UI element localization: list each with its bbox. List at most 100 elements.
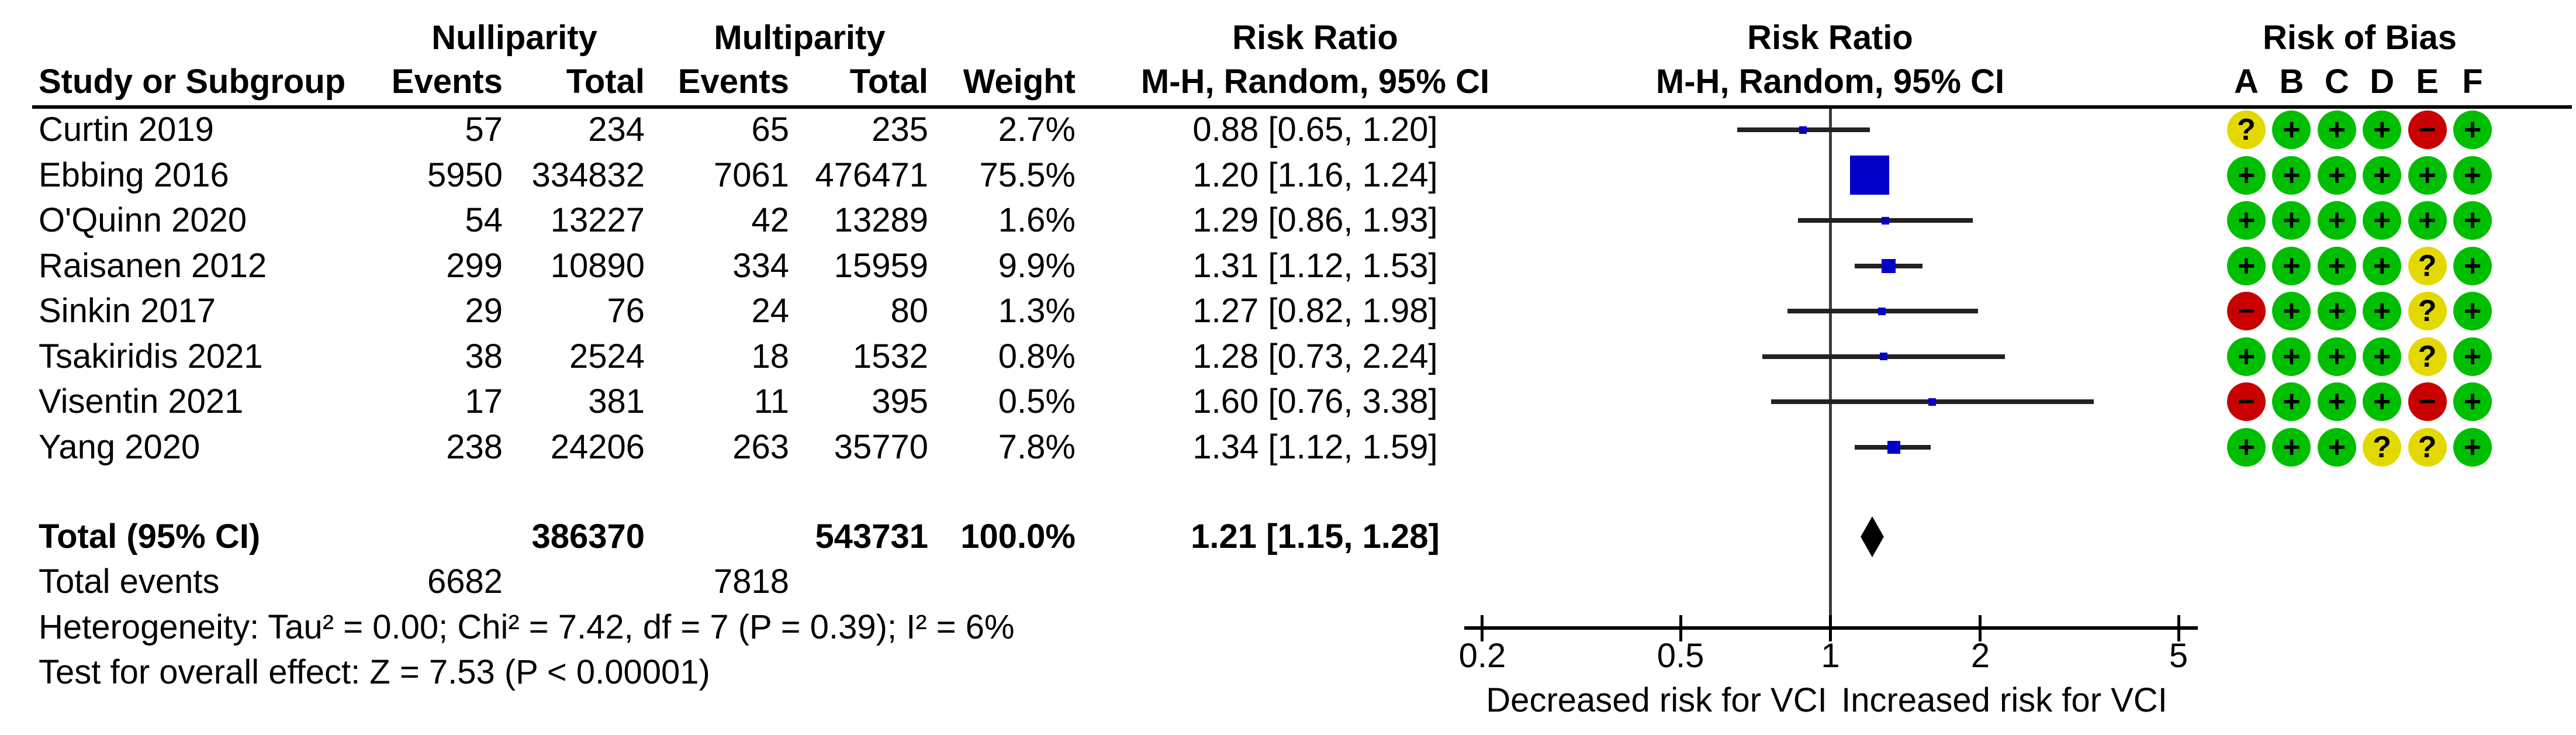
weight-value: 75.5% <box>979 156 1076 194</box>
x-axis-tick-label: 5 <box>2169 637 2188 675</box>
rob-low-risk-icon: + <box>2408 201 2447 240</box>
events2-value: 42 <box>751 201 789 239</box>
rob-low-risk-icon: + <box>2317 201 2356 240</box>
rob-low-risk-icon: + <box>2272 201 2311 240</box>
weight-value: 2.7% <box>998 111 1076 149</box>
rob-letter-header: A <box>2234 63 2259 101</box>
effect-square <box>1880 353 1888 360</box>
total1-sum: 386370 <box>531 517 645 555</box>
rob-low-risk-icon: + <box>2363 156 2402 195</box>
rob-low-risk-icon: + <box>2453 201 2492 240</box>
effect-square <box>1882 216 1890 225</box>
events1-column-header: Events <box>391 63 503 101</box>
total2-value: 80 <box>890 292 928 330</box>
effect-square <box>1878 307 1886 315</box>
total1-value: 334832 <box>531 156 645 194</box>
rob-low-risk-icon: + <box>2363 111 2402 149</box>
effect-square <box>1887 440 1900 454</box>
rr-ci-value: 1.28 [0.73, 2.24] <box>1192 337 1438 375</box>
group2-header: Multiparity <box>714 19 886 57</box>
rr-ci-value: 1.60 [0.76, 3.38] <box>1192 382 1438 420</box>
events1-value: 38 <box>465 337 503 375</box>
table-row: Visentin 2021 17 381 11 395 0.5% 1.60 [0… <box>0 380 2576 423</box>
rob-low-risk-icon: + <box>2453 156 2492 195</box>
x-axis-tick-label: 0.5 <box>1657 637 1704 675</box>
rob-high-risk-icon: − <box>2227 292 2266 330</box>
rob-low-risk-icon: + <box>2317 382 2356 421</box>
total-label: Total (95% CI) <box>39 517 261 555</box>
overall-effect-text: Test for overall effect: Z = 7.53 (P < 0… <box>39 653 710 691</box>
total-events-label: Total events <box>39 563 220 601</box>
table-row: Sinkin 2017 29 76 24 80 1.3% 1.27 [0.82,… <box>0 289 2576 333</box>
rob-low-risk-icon: + <box>2453 292 2492 330</box>
table-row: Raisanen 2012 299 10890 334 15959 9.9% 1… <box>0 244 2576 288</box>
table-row: O'Quinn 2020 54 13227 42 13289 1.6% 1.29… <box>0 199 2576 242</box>
rob-low-risk-icon: + <box>2317 156 2356 195</box>
study-label: Curtin 2019 <box>39 111 214 149</box>
rob-low-risk-icon: + <box>2227 427 2266 467</box>
rob-unclear-risk-icon: ? <box>2408 246 2447 285</box>
rob-unclear-risk-icon: ? <box>2408 337 2447 376</box>
events2-value: 263 <box>732 427 789 466</box>
total2-column-header: Total <box>849 63 928 101</box>
rob-low-risk-icon: + <box>2317 427 2356 467</box>
axis-center-line <box>1829 109 1832 630</box>
table-row: Ebbing 2016 5950 334832 7061 476471 75.5… <box>0 154 2576 197</box>
total1-value: 76 <box>607 292 645 330</box>
effect-square <box>1928 398 1936 406</box>
weight-value: 7.8% <box>998 427 1076 466</box>
total-row: Total (95% CI) 386370 543731 100.0% 1.21… <box>0 515 2576 558</box>
table-row: Tsakiridis 2021 38 2524 18 1532 0.8% 1.2… <box>0 335 2576 378</box>
rob-low-risk-icon: + <box>2363 246 2402 285</box>
events2-value: 7061 <box>713 156 789 194</box>
x-axis-tick-label: 1 <box>1821 637 1840 675</box>
total2-value: 1532 <box>852 337 928 375</box>
rr-ci-value: 0.88 [0.65, 1.20] <box>1192 111 1438 149</box>
rob-unclear-risk-icon: ? <box>2227 111 2266 149</box>
rob-low-risk-icon: + <box>2408 156 2447 195</box>
rob-low-risk-icon: + <box>2272 427 2311 467</box>
study-label: Ebbing 2016 <box>39 156 229 194</box>
rob-letter-header: E <box>2416 63 2439 101</box>
rob-letter-header: B <box>2279 63 2304 101</box>
study-label: Visentin 2021 <box>39 382 244 420</box>
x-axis-tick <box>1481 615 1484 641</box>
rr-ci-value: 1.31 [1.12, 1.53] <box>1192 246 1438 285</box>
rob-low-risk-icon: + <box>2317 337 2356 376</box>
study-label: Yang 2020 <box>39 427 200 466</box>
rr-ci-value: 1.29 [0.86, 1.93] <box>1192 201 1438 239</box>
x-axis-tick <box>1829 615 1832 641</box>
x-axis-tick <box>1679 615 1682 641</box>
weight-value: 1.3% <box>998 292 1076 330</box>
rob-low-risk-icon: + <box>2227 156 2266 195</box>
events2-value: 18 <box>751 337 789 375</box>
rob-low-risk-icon: + <box>2363 382 2402 421</box>
rob-low-risk-icon: + <box>2272 382 2311 421</box>
total-rr-ci-value: 1.21 [1.15, 1.28] <box>1191 517 1440 555</box>
rr-ci-value: 1.20 [1.16, 1.24] <box>1192 156 1438 194</box>
rob-low-risk-icon: + <box>2453 337 2492 376</box>
risk-of-bias-header: Risk of Bias <box>2263 19 2457 57</box>
events2-value: 334 <box>732 246 789 285</box>
events2-value: 11 <box>753 382 789 420</box>
header-rule <box>32 105 2572 109</box>
weight-value: 9.9% <box>998 246 1076 285</box>
weight-column-header: Weight <box>963 63 1076 101</box>
events2-value: 24 <box>751 292 789 330</box>
weight-value: 0.8% <box>998 337 1076 375</box>
rob-low-risk-icon: + <box>2227 337 2266 376</box>
rob-unclear-risk-icon: ? <box>2363 427 2402 467</box>
total-events-row: Total events 6682 7818 <box>0 560 2576 603</box>
study-label: Raisanen 2012 <box>39 246 267 285</box>
rob-low-risk-icon: + <box>2453 427 2492 467</box>
rob-unclear-risk-icon: ? <box>2408 427 2447 467</box>
study-label: Sinkin 2017 <box>39 292 216 330</box>
effect-square <box>1799 126 1807 134</box>
total1-value: 381 <box>588 382 645 420</box>
total-events2-value: 7818 <box>713 563 789 601</box>
rob-low-risk-icon: + <box>2272 292 2311 330</box>
events1-value: 5950 <box>427 156 503 194</box>
total1-value: 24206 <box>550 427 645 466</box>
rob-low-risk-icon: + <box>2363 337 2402 376</box>
rob-low-risk-icon: + <box>2272 156 2311 195</box>
